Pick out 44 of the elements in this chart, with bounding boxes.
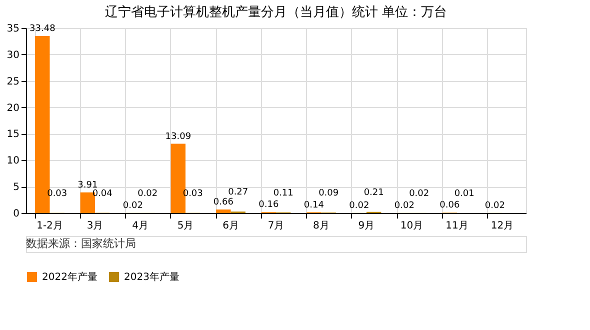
x-tick-label: 3月 — [86, 220, 104, 232]
data-label: 0.21 — [364, 188, 384, 198]
y-tick-label: 10 — [6, 156, 20, 167]
x-tick-label: 8月 — [313, 220, 330, 232]
y-tick-label: 5 — [13, 182, 20, 194]
data-label: 33.48 — [30, 24, 56, 34]
y-tick-label: 0 — [13, 208, 20, 220]
data-label: 0.02 — [484, 200, 505, 211]
data-label: 13.09 — [165, 132, 192, 142]
data-label: 0.66 — [213, 198, 234, 208]
x-tick-label: 10月 — [400, 220, 424, 232]
x-tick-label: 9月 — [358, 220, 375, 232]
data-label: 0.16 — [258, 200, 279, 210]
legend-label: 2022年产量 — [42, 271, 98, 283]
x-tick-label: 4月 — [132, 220, 148, 232]
y-tick-label: 30 — [6, 50, 20, 61]
data-label: 0.09 — [318, 188, 339, 199]
x-tick-label: 1-2月 — [36, 220, 63, 232]
data-label: 0.14 — [304, 200, 324, 210]
data-label: 0.02 — [122, 200, 143, 211]
data-label: 0.02 — [409, 188, 430, 199]
data-label: 0.27 — [228, 188, 248, 198]
data-label: 0.02 — [394, 200, 414, 211]
data-label: 0.02 — [138, 188, 158, 199]
y-tick-label: 35 — [6, 24, 20, 34]
y-tick-label: 15 — [6, 129, 20, 140]
y-tick-label: 25 — [6, 76, 20, 88]
x-tick-label: 5月 — [177, 220, 194, 232]
bar — [216, 210, 231, 213]
x-tick-label: 12月 — [490, 220, 514, 232]
chart-title: 辽宁省电子计算机整机产量分月（当月值）统计 单位：万台 — [104, 4, 448, 20]
legend-label: 2023年产量 — [124, 271, 180, 283]
x-tick-label: 6月 — [222, 220, 239, 232]
bar — [170, 144, 186, 213]
data-label: 0.11 — [273, 188, 294, 198]
source-note: 数据来源：国家统计局 — [26, 237, 136, 250]
x-tick-label: 7月 — [268, 220, 284, 232]
data-label: 0.04 — [92, 188, 113, 199]
data-label: 0.02 — [349, 200, 370, 211]
y-tick-label: 20 — [6, 102, 20, 114]
data-label: 3.91 — [78, 180, 98, 190]
data-label: 0.01 — [454, 188, 474, 199]
x-tick-label: 11月 — [446, 220, 468, 232]
data-label: 0.06 — [440, 200, 460, 211]
